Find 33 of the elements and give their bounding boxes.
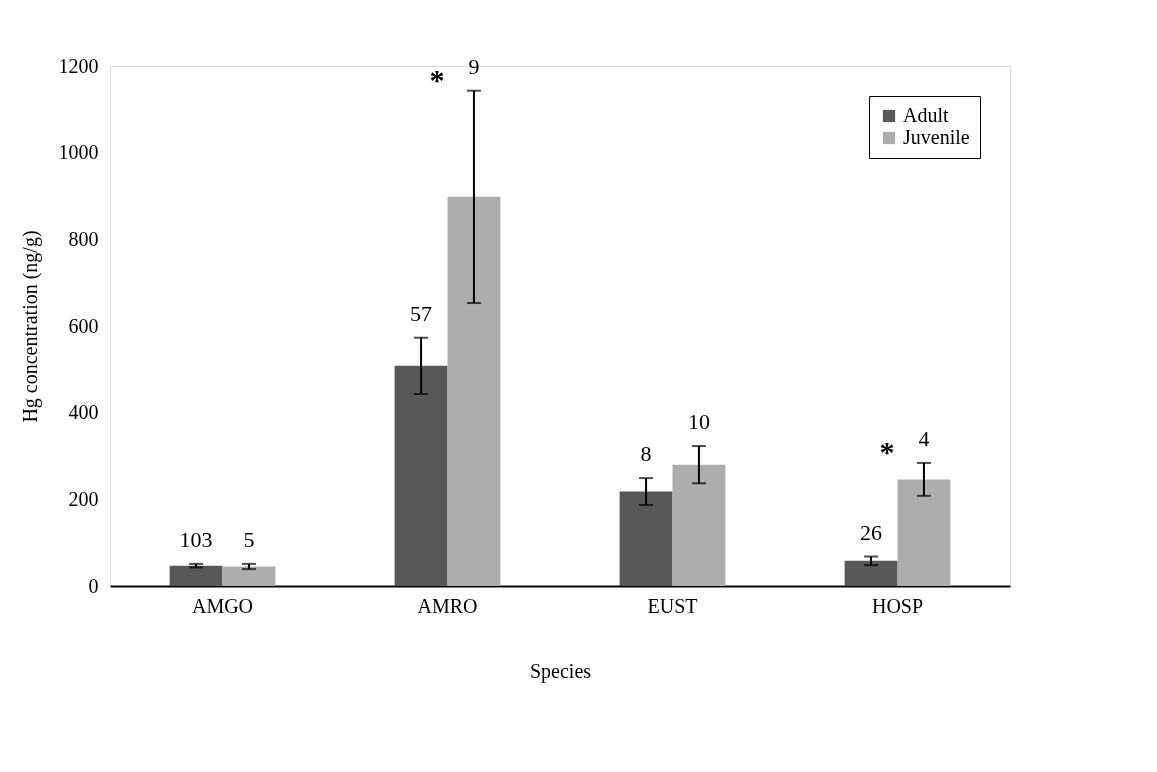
annotation: 57 (410, 300, 433, 326)
x-axis-title: Species (529, 659, 592, 683)
x-tick-label: AMRO (417, 594, 478, 617)
bar (844, 560, 898, 586)
x-tick-label: HOSP (871, 594, 924, 617)
bar (897, 479, 951, 586)
annotation: * (429, 62, 445, 96)
bar (394, 365, 448, 586)
y-tick-label: 600 (68, 314, 99, 337)
annotation: 8 (640, 441, 652, 467)
y-tick-label: 0 (88, 574, 99, 597)
y-tick-label: 1200 (58, 54, 99, 77)
bar (672, 464, 726, 586)
annotation: 103 (179, 526, 213, 552)
y-tick-label: 200 (68, 487, 99, 510)
bar (222, 566, 276, 586)
x-tick-label: EUST (647, 594, 698, 617)
annotation: 4 (918, 425, 930, 451)
x-tick-label: AMGO (191, 594, 254, 617)
bar (619, 491, 673, 586)
y-tick-label: 400 (68, 401, 99, 424)
y-tick-label: 800 (68, 227, 99, 250)
annotation: * (879, 434, 895, 468)
y-axis-title: Hg concentration (ng/g) (18, 230, 42, 423)
annotation: 26 (860, 519, 883, 545)
legend-label: Adult (903, 104, 949, 126)
legend-label: Juvenile (903, 126, 970, 148)
annotation: 9 (468, 53, 480, 79)
y-tick-label: 1000 (58, 141, 99, 164)
bar (447, 196, 501, 586)
annotation: 5 (243, 526, 255, 552)
annotation: 10 (687, 409, 710, 435)
bar (169, 565, 223, 586)
